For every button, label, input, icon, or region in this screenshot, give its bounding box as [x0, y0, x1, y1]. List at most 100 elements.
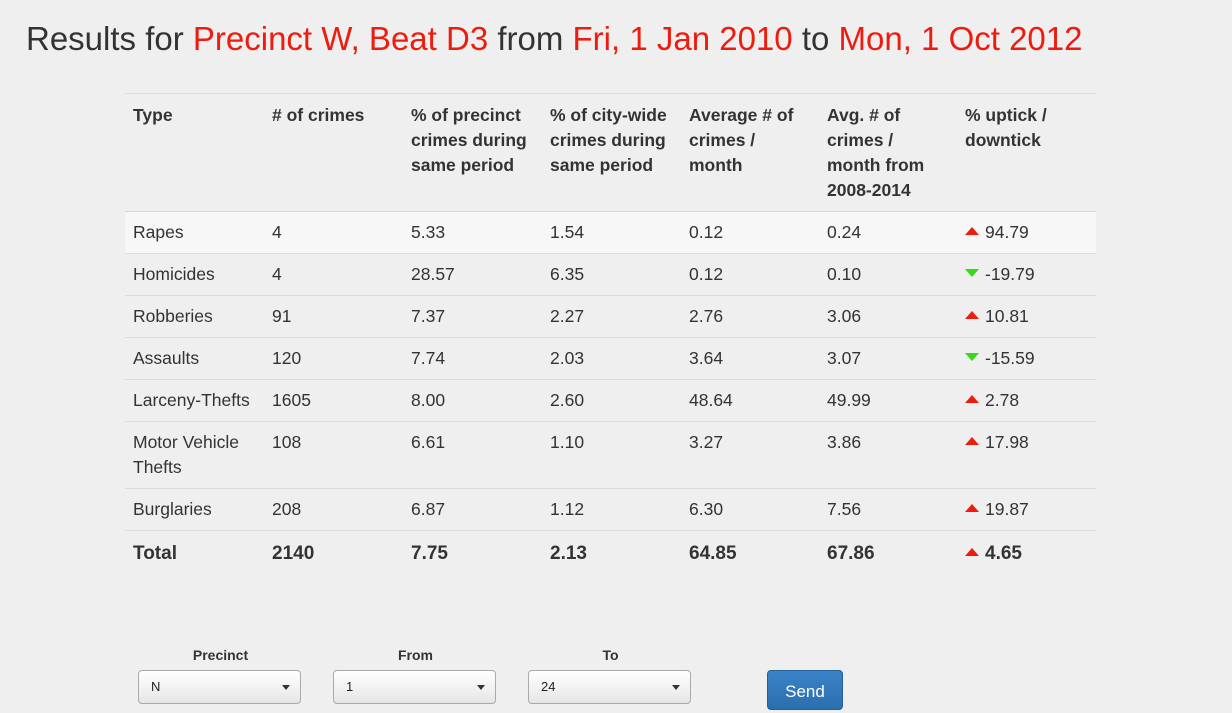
cell-type: Robberies — [125, 295, 264, 338]
triangle-down-icon — [965, 269, 979, 278]
table-row: Robberies 91 7.37 2.27 2.76 3.06 10.81 — [125, 295, 1096, 338]
cell-avg: 3.64 — [681, 337, 819, 380]
cell-change: 94.79 — [957, 211, 1096, 254]
cell-change: 19.87 — [957, 488, 1096, 531]
title-location: Precinct W, Beat D3 — [192, 20, 489, 57]
cell-type: Rapes — [125, 211, 264, 254]
triangle-up-icon — [965, 547, 979, 556]
triangle-up-icon — [965, 395, 979, 404]
cell-change: -15.59 — [957, 337, 1096, 380]
from-select[interactable]: 1 — [333, 670, 496, 704]
cell-avg: 2.76 — [681, 295, 819, 338]
cell-avg: 0.12 — [681, 253, 819, 296]
table-row: Homicides 4 28.57 6.35 0.12 0.10 -19.79 — [125, 253, 1096, 296]
title-to-word: to — [801, 20, 830, 57]
cell-change: -19.79 — [957, 253, 1096, 296]
header-change: % uptick / downtick — [957, 93, 1096, 212]
cell-precinct-pct: 6.61 — [403, 421, 542, 489]
cell-avg: 48.64 — [681, 379, 819, 422]
cell-city-pct: 1.12 — [542, 488, 681, 531]
cell-change: 17.98 — [957, 421, 1096, 489]
triangle-up-icon — [965, 504, 979, 513]
change-value: -19.79 — [985, 264, 1035, 284]
cell-avg-2008-2014: 49.99 — [819, 379, 957, 422]
to-filter: To 24 — [528, 646, 693, 704]
header-precinct-pct: % of precinct crimes during same period — [403, 93, 542, 212]
cell-avg: 3.27 — [681, 421, 819, 489]
cell-type: Motor Vehicle Thefts — [125, 421, 264, 489]
cell-count: 4 — [264, 211, 403, 254]
cell-precinct-pct: 7.74 — [403, 337, 542, 380]
cell-city-pct: 2.03 — [542, 337, 681, 380]
table-row: Burglaries 208 6.87 1.12 6.30 7.56 19.87 — [125, 488, 1096, 531]
cell-city-pct: 2.60 — [542, 379, 681, 422]
precinct-select[interactable]: N — [138, 670, 301, 704]
cell-avg: 6.30 — [681, 488, 819, 531]
total-change: 4.65 — [985, 543, 1022, 564]
to-label: To — [602, 647, 619, 663]
from-filter: From 1 — [333, 646, 498, 704]
table-row: Motor Vehicle Thefts 108 6.61 1.10 3.27 3.86 1… — [125, 421, 1096, 489]
cell-city-pct: 6.35 — [542, 253, 681, 296]
total-avg: 64.85 — [681, 530, 819, 576]
cell-precinct-pct: 6.87 — [403, 488, 542, 531]
cell-avg: 0.12 — [681, 211, 819, 254]
total-city-pct: 2.13 — [542, 530, 681, 576]
cell-city-pct: 1.54 — [542, 211, 681, 254]
cell-avg-2008-2014: 7.56 — [819, 488, 957, 531]
total-avg-2008-2014: 67.86 — [819, 530, 957, 576]
title-start-date: Fri, 1 Jan 2010 — [572, 20, 793, 57]
total-precinct-pct: 7.75 — [403, 530, 542, 576]
precinct-select-value: N — [151, 679, 161, 694]
caret-down-icon — [477, 685, 485, 690]
title-prefix: Results for — [26, 20, 184, 57]
cell-change: 2.78 — [957, 379, 1096, 422]
triangle-up-icon — [965, 227, 979, 236]
send-button[interactable]: Send — [767, 670, 843, 710]
header-city-pct: % of city-wide crimes during same period — [542, 93, 681, 212]
cell-type: Burglaries — [125, 488, 264, 531]
total-row: Total 2140 7.75 2.13 64.85 67.86 4.65 — [125, 530, 1096, 576]
header-avg: Average # of crimes / month — [681, 93, 819, 212]
to-select[interactable]: 24 — [528, 670, 691, 704]
from-select-value: 1 — [346, 679, 354, 694]
table-header-row: Type # of crimes % of precinct crimes du… — [125, 93, 1096, 212]
cell-precinct-pct: 7.37 — [403, 295, 542, 338]
cell-count: 1605 — [264, 379, 403, 422]
change-value: 19.87 — [985, 499, 1029, 519]
table-row: Larceny-Thefts 1605 8.00 2.60 48.64 49.99 2.78 — [125, 379, 1096, 422]
cell-change: 10.81 — [957, 295, 1096, 338]
cell-precinct-pct: 5.33 — [403, 211, 542, 254]
total-change-cell: 4.65 — [957, 530, 1096, 576]
total-count: 2140 — [264, 530, 403, 576]
cell-city-pct: 2.27 — [542, 295, 681, 338]
cell-city-pct: 1.10 — [542, 421, 681, 489]
triangle-down-icon — [965, 353, 979, 362]
from-label: From — [398, 647, 433, 663]
triangle-up-icon — [965, 311, 979, 320]
caret-down-icon — [282, 685, 290, 690]
cell-avg-2008-2014: 3.07 — [819, 337, 957, 380]
total-type: Total — [125, 530, 264, 576]
cell-precinct-pct: 8.00 — [403, 379, 542, 422]
cell-avg-2008-2014: 3.06 — [819, 295, 957, 338]
precinct-label: Precinct — [192, 647, 249, 663]
table-row: Assaults 120 7.74 2.03 3.64 3.07 -15.59 — [125, 337, 1096, 380]
cell-type: Homicides — [125, 253, 264, 296]
change-value: 94.79 — [985, 222, 1029, 242]
page-title: Results for Precinct W, Beat D3 from Fri… — [26, 18, 1083, 60]
cell-count: 208 — [264, 488, 403, 531]
change-value: 10.81 — [985, 306, 1029, 326]
caret-down-icon — [672, 685, 680, 690]
cell-avg-2008-2014: 0.10 — [819, 253, 957, 296]
cell-count: 91 — [264, 295, 403, 338]
cell-precinct-pct: 28.57 — [403, 253, 542, 296]
cell-count: 120 — [264, 337, 403, 380]
cell-avg-2008-2014: 0.24 — [819, 211, 957, 254]
change-value: 17.98 — [985, 432, 1029, 452]
results-body: Rapes 4 5.33 1.54 0.12 0.24 94.79 Homicides 4 28.… — [125, 211, 1096, 531]
cell-type: Assaults — [125, 337, 264, 380]
change-value: -15.59 — [985, 348, 1035, 368]
change-value: 2.78 — [985, 390, 1020, 410]
to-select-value: 24 — [541, 679, 556, 694]
